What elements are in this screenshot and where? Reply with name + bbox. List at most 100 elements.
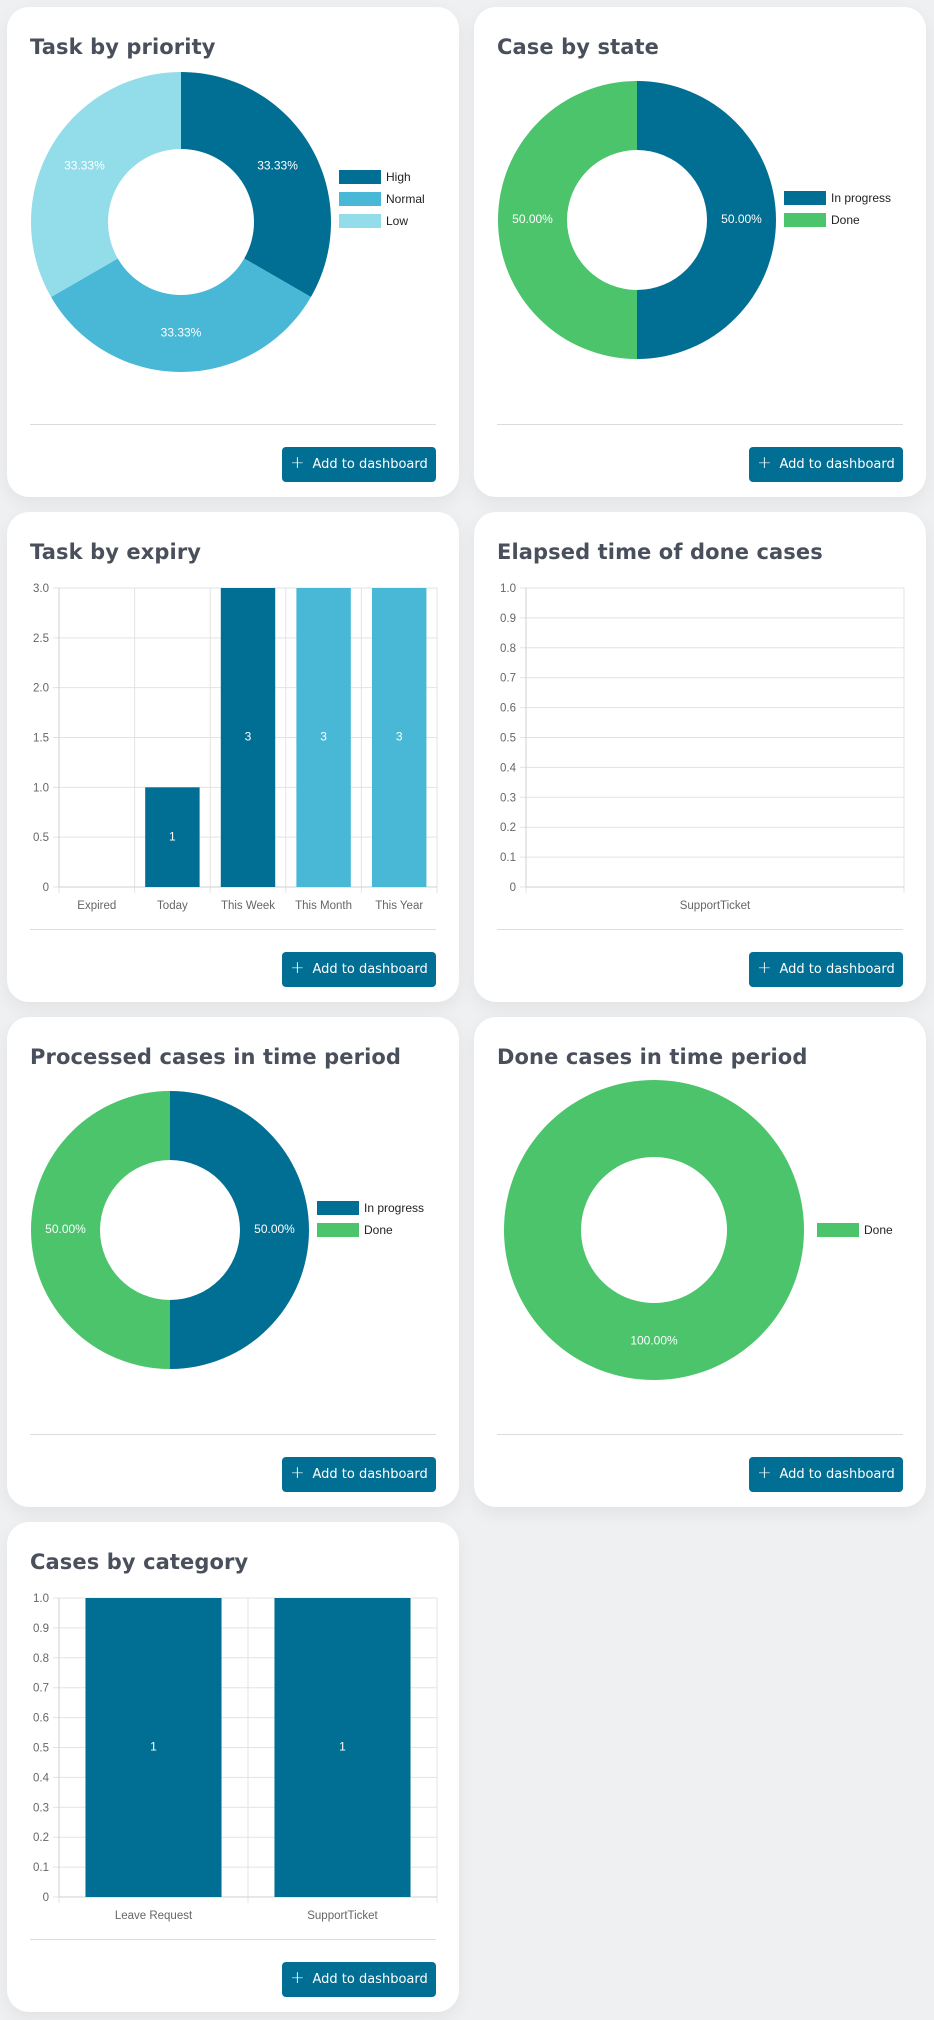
chart-cases-by-category: 0 0.1 0.2 0.3 0.4 0.5 0.6 0.7 0.8 0.9 1.0 1 Leave Re…: [33, 1593, 438, 1922]
y-tick-label: 0.5: [33, 1743, 49, 1755]
card-cases-by-category: Cases by category 0 0.1 0.2 0.3 0.4 0.5 0.6 0.7…: [7, 1522, 459, 2012]
slice-in-progress: [637, 81, 776, 359]
slice-normal: [51, 258, 311, 372]
add-to-dashboard-button[interactable]: + Add to dashboard: [282, 1962, 436, 1997]
donut: 100.00%: [503, 1080, 804, 1380]
y-tick-label: 0.4: [500, 762, 517, 774]
y-tick-label: 0.8: [33, 1653, 49, 1665]
card-task-by-expiry: Task by expiry 0 0.5 1.0 1.5 2.0 2.5 3.0 Expire…: [7, 512, 459, 1002]
card-done-cases: Done cases in time period 100.00% Done + …: [474, 1017, 926, 1507]
x-tick-label: Today: [157, 900, 188, 912]
plus-icon: +: [757, 958, 772, 978]
add-to-dashboard-label: Add to dashboard: [312, 962, 428, 977]
legend: Done: [817, 1223, 893, 1237]
card-title: Cases by category: [30, 1550, 249, 1574]
card-divider: [30, 1939, 436, 1940]
plus-icon: +: [290, 1968, 305, 1988]
bar: [274, 1598, 411, 1897]
add-to-dashboard-button[interactable]: + Add to dashboard: [749, 1457, 903, 1492]
bar: [220, 588, 276, 887]
card-divider: [497, 424, 903, 425]
plus-icon: +: [290, 453, 305, 473]
legend-swatch: [817, 1223, 859, 1237]
bar: [371, 588, 427, 887]
add-to-dashboard-button[interactable]: + Add to dashboard: [749, 447, 903, 482]
slice-done: [498, 81, 637, 359]
add-to-dashboard-label: Add to dashboard: [779, 1467, 895, 1482]
card-processed-cases: Processed cases in time period 50.00% 50.…: [7, 1017, 459, 1507]
plus-icon: +: [290, 1463, 305, 1483]
chart-elapsed-time: 0 0.1 0.2 0.3 0.4 0.5 0.6 0.7 0.8 0.9 1.0 SupportTi…: [500, 583, 905, 912]
add-to-dashboard-button[interactable]: + Add to dashboard: [749, 952, 903, 987]
card-title: Done cases in time period: [497, 1045, 808, 1069]
bar-label: 1: [150, 1740, 157, 1754]
y-tick-label: 0.7: [500, 673, 516, 685]
card-divider: [497, 1434, 903, 1435]
add-to-dashboard-button[interactable]: + Add to dashboard: [282, 1457, 436, 1492]
y-tick-label: 1.0: [33, 782, 49, 794]
card-divider: [497, 929, 903, 930]
bar-label: 3: [396, 730, 403, 744]
slice-done: [31, 1091, 170, 1369]
chart-task-by-expiry: 0 0.5 1.0 1.5 2.0 2.5 3.0 Expired 1 Today 3 This We…: [33, 583, 438, 912]
add-to-dashboard-button[interactable]: + Add to dashboard: [282, 447, 436, 482]
y-tick-label: 0.1: [500, 852, 516, 864]
add-to-dashboard-label: Add to dashboard: [779, 962, 895, 977]
legend-swatch: [784, 191, 826, 205]
legend-swatch: [317, 1201, 359, 1215]
legend-label: Low: [386, 214, 408, 228]
bar: [85, 1598, 222, 1897]
x-tick-label: This Week: [221, 900, 275, 912]
legend-swatch: [339, 192, 381, 206]
bar: [296, 588, 351, 887]
legend-label: Normal: [386, 192, 425, 206]
card-divider: [30, 929, 436, 930]
plus-icon: +: [757, 1463, 772, 1483]
legend-swatch: [339, 170, 381, 184]
donut: 50.00% 50.00%: [498, 81, 776, 359]
y-tick-label: 0.5: [500, 733, 516, 745]
y-tick-label: 2.0: [33, 683, 49, 695]
bar-chart: 0 0.1 0.2 0.3 0.4 0.5 0.6 0.7 0.8 0.9 1.0 1 Leave Re…: [33, 1593, 438, 1922]
y-tick-label: 0.6: [33, 1713, 49, 1725]
legend-swatch: [339, 214, 381, 228]
x-tick-label: Expired: [77, 900, 116, 912]
y-tick-label: 0.7: [33, 1683, 49, 1695]
y-tick-label: 1.0: [500, 583, 516, 595]
y-tick-label: 0: [43, 1892, 49, 1904]
x-tick-label: This Year: [375, 900, 423, 912]
card-title: Task by expiry: [30, 540, 202, 564]
slice-label: 50.00%: [45, 1222, 86, 1236]
slice-done: [503, 1080, 804, 1380]
card-title: Task by priority: [30, 35, 216, 59]
y-tick-label: 0.9: [500, 613, 516, 625]
legend-swatch: [317, 1223, 359, 1237]
y-tick-label: 1.5: [33, 733, 49, 745]
slice-in-progress: [170, 1091, 309, 1369]
y-tick-label: 0.2: [33, 1832, 49, 1844]
add-to-dashboard-label: Add to dashboard: [312, 457, 428, 472]
add-to-dashboard-button[interactable]: + Add to dashboard: [282, 952, 436, 987]
chart-processed-cases: 50.00% 50.00% In progress Done: [31, 1091, 424, 1369]
legend-label: In progress: [831, 191, 891, 205]
x-tick-label: This Month: [295, 900, 352, 912]
legend-swatch: [784, 213, 826, 227]
y-tick-label: 0.6: [500, 703, 516, 715]
slice-high: [181, 72, 331, 297]
slice-label: 33.33%: [257, 158, 298, 172]
card-divider: [30, 1434, 436, 1435]
donut: 50.00% 50.00%: [31, 1091, 309, 1369]
slice-label: 50.00%: [721, 212, 762, 226]
legend-label: Done: [831, 213, 860, 227]
add-to-dashboard-label: Add to dashboard: [312, 1467, 428, 1482]
slice-low: [30, 72, 181, 297]
y-tick-label: 3.0: [33, 583, 49, 595]
card-case-by-state: Case by state 50.00% 50.00% In progress Don…: [474, 7, 926, 497]
add-to-dashboard-label: Add to dashboard: [312, 1972, 428, 1987]
card-title: Case by state: [497, 35, 659, 59]
x-tick-label: Leave Request: [115, 1910, 193, 1922]
legend: In progress Done: [317, 1201, 424, 1237]
x-tick-label: SupportTicket: [680, 900, 751, 912]
plus-icon: +: [290, 958, 305, 978]
slice-label: 33.33%: [64, 158, 105, 172]
